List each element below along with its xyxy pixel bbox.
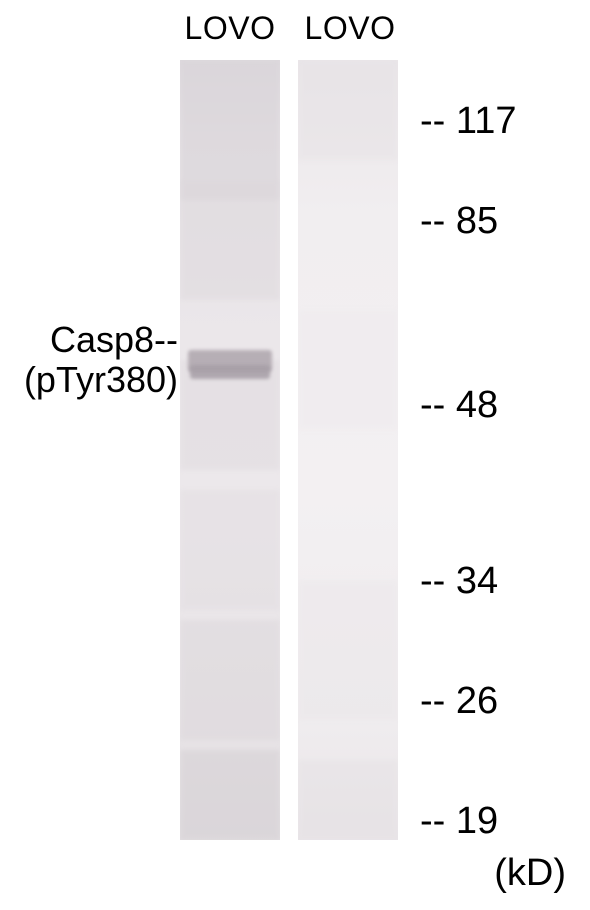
mw-dash: -- <box>420 800 456 842</box>
lane2-smear-2 <box>298 580 398 720</box>
lane1-band-1 <box>190 365 270 379</box>
target-annotation: Casp8-- (pTyr380) <box>24 320 178 399</box>
lane2-smear-3 <box>298 760 398 840</box>
mw-dash: -- <box>420 680 456 722</box>
mw-value: 117 <box>456 100 517 142</box>
lane1-smear-4 <box>180 620 280 740</box>
mw-value: 48 <box>456 384 498 426</box>
lane1-label: LOVO <box>182 10 278 47</box>
lane2-smear-0 <box>298 60 398 160</box>
mw-marker-34: -- 34 <box>420 560 498 603</box>
lane2 <box>298 60 398 840</box>
lane1-smear-1 <box>180 180 280 300</box>
lane2-label: LOVO <box>302 10 398 47</box>
blot-figure: LOVO LOVO Casp8-- (pTyr380) -- 117-- 85-… <box>0 0 590 910</box>
target-annotation-line2: (pTyr380) <box>24 360 178 400</box>
mw-dash: -- <box>420 200 456 242</box>
mw-marker-117: -- 117 <box>420 100 516 143</box>
lane1 <box>180 60 280 840</box>
mw-marker-48: -- 48 <box>420 384 498 427</box>
mw-value: 34 <box>456 560 498 602</box>
mw-dash: -- <box>420 384 456 426</box>
target-annotation-line1: Casp8-- <box>24 320 178 360</box>
mw-value: 85 <box>456 200 498 242</box>
mw-marker-19: -- 19 <box>420 800 498 843</box>
mw-value: 19 <box>456 800 498 842</box>
mw-marker-85: -- 85 <box>420 200 498 243</box>
mw-unit-label: (kD) <box>420 852 566 895</box>
mw-dash: -- <box>420 560 456 602</box>
lane1-smear-5 <box>180 750 280 840</box>
mw-value: 26 <box>456 680 498 722</box>
mw-dash: -- <box>420 100 456 142</box>
lane1-smear-3 <box>180 490 280 610</box>
lane2-smear-1 <box>298 310 398 430</box>
lane1-smear-0 <box>180 60 280 200</box>
lane2-bg <box>298 60 398 840</box>
mw-marker-26: -- 26 <box>420 680 498 723</box>
